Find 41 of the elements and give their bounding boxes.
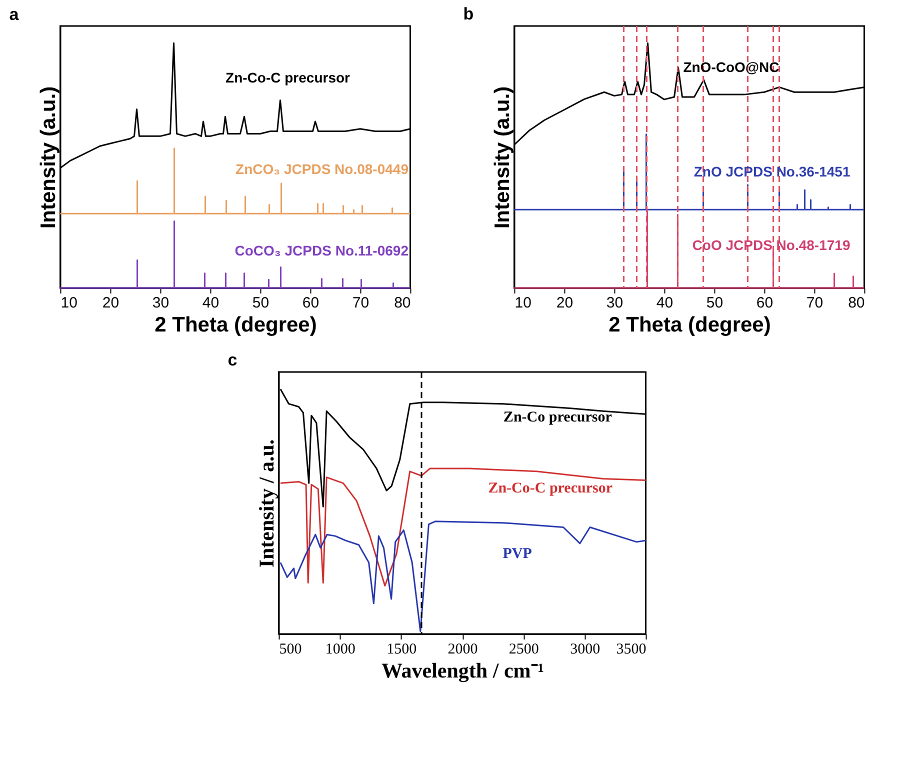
x-tick-label: 60: [302, 294, 320, 312]
x-tick-label: 80: [848, 294, 865, 312]
x-tick-label: 20: [102, 294, 120, 312]
x-tick-label: 80: [394, 294, 411, 312]
x-tick-label: 50: [706, 294, 724, 312]
series-label: ZnO-CoO@NC: [683, 58, 780, 75]
chart-title: b: [463, 4, 474, 24]
chart-title: a: [9, 5, 20, 24]
series-label: Zn-Co-C precursor: [488, 480, 613, 496]
series-label: CoCO₃ JCPDS No.11-0692: [234, 242, 409, 258]
x-tick-label: 60: [756, 294, 774, 312]
x-axis-title: 2 Theta (degree): [154, 314, 317, 336]
x-tick-label: 70: [352, 294, 370, 312]
x-tick-label: 40: [202, 294, 220, 312]
x-tick-label: 40: [656, 294, 674, 312]
x-tick-label: 70: [806, 294, 824, 312]
chart-title: c: [228, 350, 238, 370]
x-tick-label: 2000: [448, 642, 478, 658]
series-label: CoO JCPDS No.48-1719: [692, 237, 850, 254]
series-label: Zn-Co precursor: [503, 410, 612, 426]
y-axis-title: Intensity / a.u.: [254, 439, 278, 568]
x-tick-label: 3000: [570, 642, 600, 658]
x-tick-label: 2500: [508, 642, 539, 658]
x-tick-label: 10: [60, 294, 78, 312]
x-axis-title: Wavelength / cm⁻¹: [381, 658, 544, 682]
series-label: Zn-Co-C precursor: [226, 69, 351, 86]
series-label: PVP: [502, 546, 532, 562]
series-label: ZnCO₃ JCPDS No.08-0449: [236, 161, 409, 178]
x-axis-title: 2 Theta (degree): [608, 314, 771, 336]
x-tick-label: 1000: [325, 642, 356, 658]
x-tick-label: 3500: [616, 642, 646, 658]
y-axis-title: Intensity (a.u.): [490, 86, 514, 229]
y-axis-title: Intensity (a.u.): [36, 86, 60, 229]
x-tick-label: 500: [279, 642, 302, 658]
x-tick-label: 10: [514, 294, 532, 312]
x-tick-label: 30: [606, 294, 624, 312]
series-label: ZnO JCPDS No.36-1451: [694, 164, 850, 180]
x-tick-label: 1500: [386, 642, 417, 658]
x-tick-label: 50: [252, 294, 270, 312]
x-tick-label: 20: [556, 294, 574, 312]
x-tick-label: 30: [152, 294, 170, 312]
